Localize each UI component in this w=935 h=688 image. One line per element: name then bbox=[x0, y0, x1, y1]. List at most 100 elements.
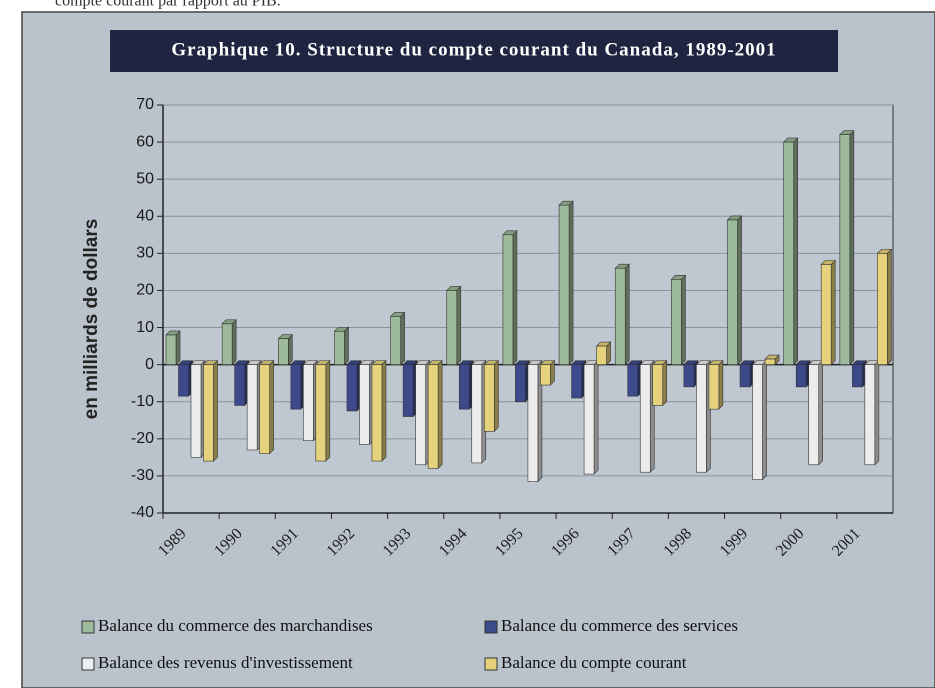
legend-swatch bbox=[81, 657, 95, 671]
bar bbox=[670, 274, 687, 366]
bar bbox=[358, 359, 375, 446]
bar-face bbox=[864, 364, 876, 466]
bar-face bbox=[502, 234, 514, 365]
legend-swatch bbox=[484, 657, 498, 671]
bar-face bbox=[334, 330, 345, 365]
bar bbox=[302, 359, 319, 442]
bar-face bbox=[221, 323, 233, 365]
bar-face bbox=[527, 364, 539, 482]
chart-title: Graphique 10. Structure du compte couran… bbox=[171, 39, 776, 60]
bar bbox=[414, 359, 431, 466]
bar-face bbox=[887, 248, 892, 366]
bar-face bbox=[739, 364, 751, 388]
bar bbox=[652, 359, 668, 407]
bar-face bbox=[568, 200, 574, 366]
bar bbox=[820, 259, 836, 366]
bar-face bbox=[795, 364, 807, 388]
bar bbox=[333, 326, 350, 366]
bar bbox=[502, 230, 518, 366]
bar-face bbox=[483, 364, 495, 432]
bar-face bbox=[583, 364, 595, 475]
y-tick-label: 20 bbox=[136, 282, 154, 299]
bar-face bbox=[683, 364, 695, 388]
bar-face bbox=[402, 364, 414, 417]
bar-face bbox=[783, 141, 794, 365]
bar-face bbox=[849, 129, 855, 366]
bar bbox=[708, 359, 724, 410]
bar-face bbox=[652, 364, 664, 406]
bar bbox=[876, 248, 893, 366]
legend-label: Balance du commerce des marchandises bbox=[98, 616, 373, 635]
bar bbox=[177, 359, 194, 397]
bar bbox=[807, 359, 824, 466]
bar-face bbox=[808, 364, 819, 466]
bar-face bbox=[371, 364, 383, 462]
bar bbox=[371, 359, 387, 462]
bar-face bbox=[852, 364, 863, 388]
bar-face bbox=[290, 364, 302, 410]
bar-face bbox=[662, 359, 668, 407]
bar-face bbox=[752, 364, 763, 480]
title-box bbox=[110, 30, 838, 72]
bar-face bbox=[390, 316, 401, 365]
bar-face bbox=[246, 364, 258, 451]
bar bbox=[233, 359, 250, 407]
bar bbox=[539, 359, 556, 386]
bar-face bbox=[764, 358, 776, 365]
legend-swatch bbox=[484, 620, 498, 634]
bar-face bbox=[278, 338, 289, 365]
bar-face bbox=[877, 253, 888, 365]
bar-face bbox=[671, 279, 682, 365]
bar-face bbox=[344, 326, 349, 366]
bar bbox=[695, 359, 712, 473]
bar bbox=[782, 137, 799, 366]
bar bbox=[202, 359, 219, 462]
bar-face bbox=[818, 359, 823, 466]
bar bbox=[471, 359, 487, 464]
bar-face bbox=[627, 364, 639, 397]
bar-face bbox=[515, 364, 526, 403]
bar bbox=[458, 359, 474, 410]
bar bbox=[726, 215, 743, 366]
bar-face bbox=[558, 204, 570, 365]
bar-face bbox=[325, 359, 331, 462]
bar-face bbox=[839, 134, 851, 365]
bar bbox=[595, 341, 612, 366]
bar bbox=[165, 330, 181, 366]
bar bbox=[739, 359, 755, 388]
bar-face bbox=[288, 333, 293, 366]
y-tick-label: 50 bbox=[136, 170, 154, 187]
bar bbox=[290, 359, 306, 410]
bar-face bbox=[400, 311, 405, 366]
legend-label: Balance du commerce des services bbox=[501, 616, 738, 635]
bar-face bbox=[359, 364, 370, 445]
bar bbox=[527, 359, 543, 483]
bar-face bbox=[213, 359, 218, 462]
bar bbox=[258, 359, 275, 455]
bar-face bbox=[446, 290, 458, 365]
legend-label: Balance des revenus d'investissement bbox=[98, 653, 353, 672]
bar-face bbox=[718, 359, 724, 410]
bar bbox=[427, 359, 443, 470]
y-tick-label: 60 bbox=[136, 133, 154, 150]
bar-face bbox=[437, 359, 443, 470]
y-tick-label: 40 bbox=[136, 207, 154, 224]
bar bbox=[315, 359, 331, 462]
bar-face bbox=[540, 364, 551, 386]
bar bbox=[558, 200, 574, 366]
y-tick-label: -20 bbox=[131, 430, 154, 447]
bar bbox=[483, 359, 499, 433]
bar-face bbox=[512, 230, 518, 366]
bar-face bbox=[614, 267, 626, 365]
bar-face bbox=[415, 364, 426, 466]
bar-face bbox=[315, 364, 327, 462]
bar bbox=[627, 359, 643, 397]
bar-face bbox=[708, 364, 720, 410]
bar bbox=[639, 359, 655, 473]
bar-face bbox=[471, 364, 483, 464]
bar-face bbox=[727, 219, 738, 365]
bar-face bbox=[874, 359, 880, 466]
bar bbox=[683, 359, 699, 388]
bar bbox=[389, 311, 406, 366]
bar-face bbox=[762, 359, 767, 481]
